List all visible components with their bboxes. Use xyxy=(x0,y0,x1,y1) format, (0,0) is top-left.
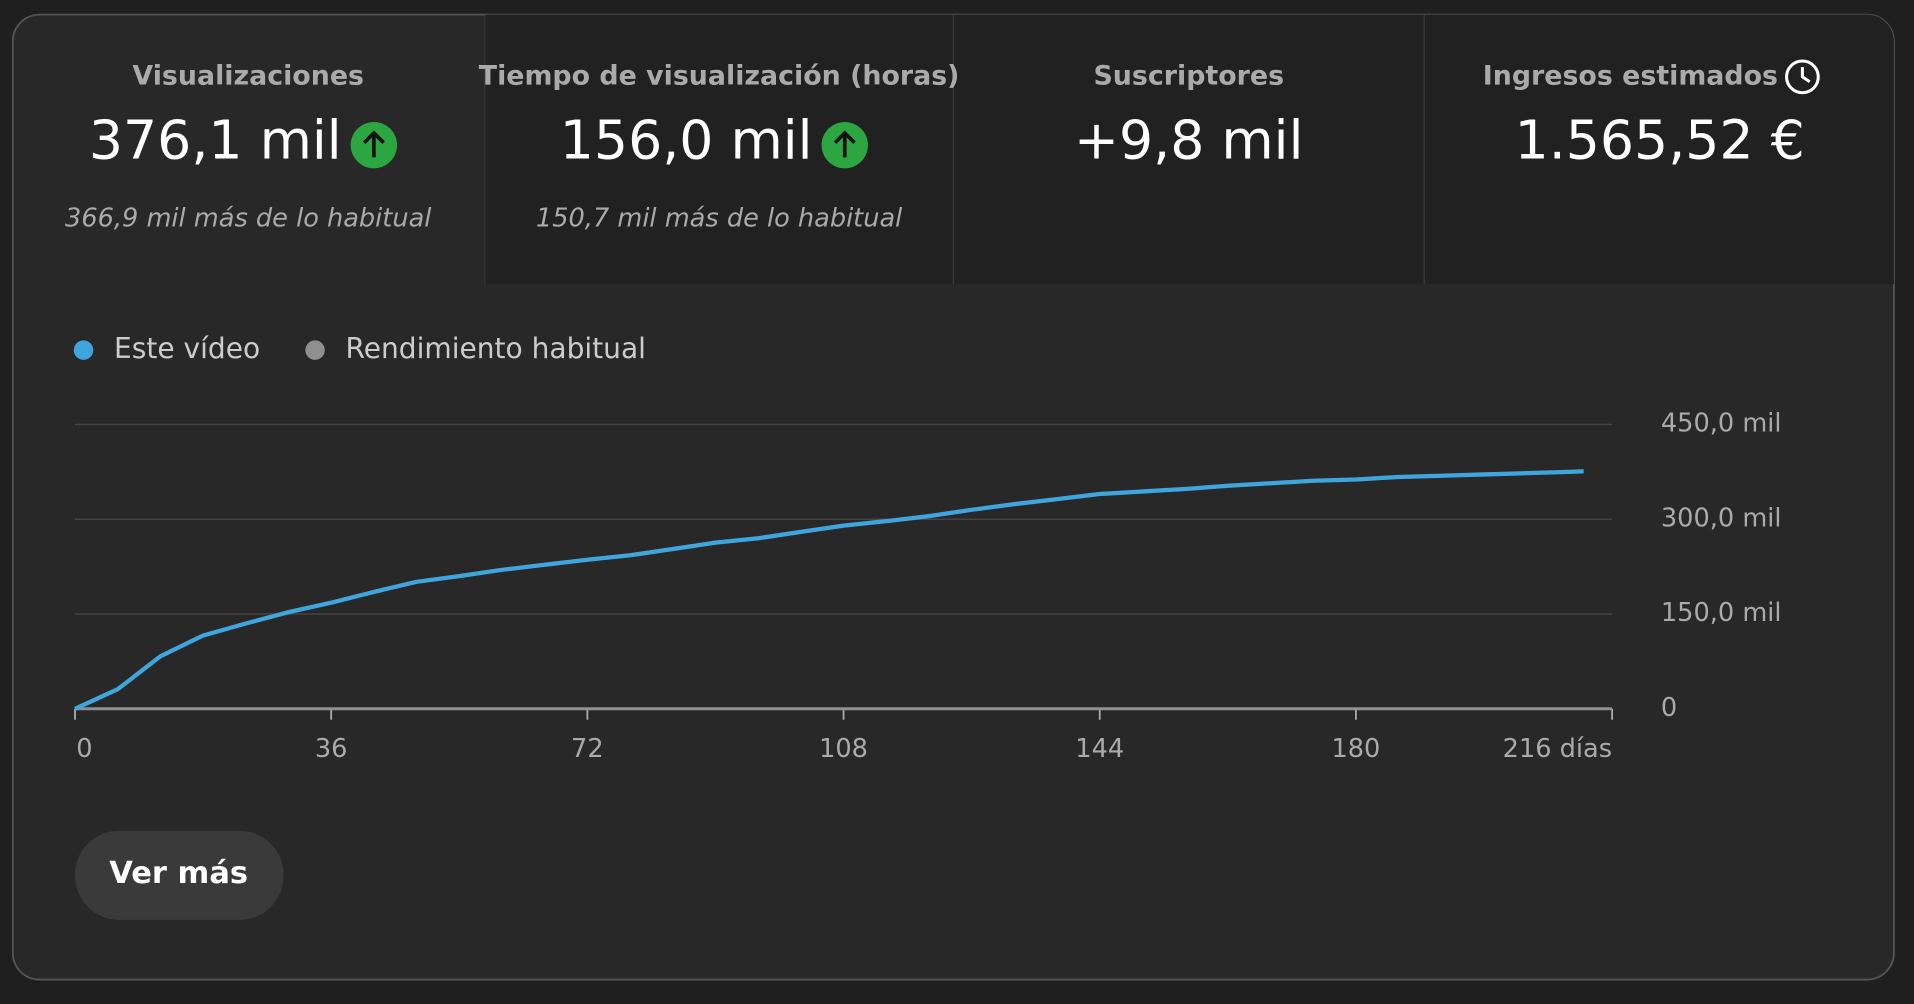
metric-title: Ingresos estimados xyxy=(1483,60,1778,91)
arrow xyxy=(362,130,385,158)
legend-marker xyxy=(305,340,325,360)
clock-icon xyxy=(1785,59,1820,95)
y-tick-label: 300,0 mil xyxy=(1661,503,1782,533)
metric-tab[interactable]: Suscriptores +9,8 mil xyxy=(1074,60,1303,171)
x-tick-label: 72 xyxy=(571,734,604,764)
x-tick-label: 36 xyxy=(315,734,348,764)
y-tick-label: 0 xyxy=(1661,693,1677,723)
metric-note: 366,9 mil más de lo habitual xyxy=(65,204,431,234)
x-tick-label: 144 xyxy=(1075,734,1124,764)
legend-marker xyxy=(73,340,94,360)
y-tick-label: 450,0 mil xyxy=(1661,409,1782,439)
see-more-button[interactable]: Ver más xyxy=(74,830,284,920)
arrow xyxy=(833,130,856,158)
legend-label: Este vídeo xyxy=(114,332,260,365)
x-tick-label: 180 xyxy=(1331,734,1380,764)
metric-value: +9,8 mil xyxy=(1074,109,1303,172)
metric-title: Visualizaciones xyxy=(132,60,364,91)
x-tick-label: 0 xyxy=(76,734,92,764)
metric-tab[interactable]: Tiempo de visualización (horas) 156,0 mi… xyxy=(479,60,960,233)
metric-value: 376,1 mil xyxy=(89,109,342,172)
metric-value: 1.565,52 € xyxy=(1515,109,1805,172)
metric-title: Suscriptores xyxy=(1093,60,1284,91)
metric-note: 150,7 mil más de lo habitual xyxy=(536,204,902,234)
series-line xyxy=(74,469,1584,711)
clock-hands xyxy=(1800,67,1811,84)
tab-background xyxy=(484,14,1894,285)
metric-tab[interactable]: Visualizaciones 376,1 mil 366,9 mil más … xyxy=(65,60,431,233)
chart: Este vídeo Rendimiento habitual 0 150,0 mil… xyxy=(73,332,1782,764)
x-tick-label: 216 días xyxy=(1503,734,1612,764)
button-background xyxy=(74,830,284,920)
button-label[interactable]: Ver más xyxy=(109,856,248,891)
metric-title: Tiempo de visualización (horas) xyxy=(479,60,960,91)
y-tick-label: 150,0 mil xyxy=(1661,598,1782,628)
metric-value: 156,0 mil xyxy=(560,109,813,172)
legend-label: Rendimiento habitual xyxy=(346,332,646,365)
metric-tab[interactable]: Ingresos estimados 1.565,52 € xyxy=(1483,59,1820,172)
x-tick-label: 108 xyxy=(819,734,868,764)
